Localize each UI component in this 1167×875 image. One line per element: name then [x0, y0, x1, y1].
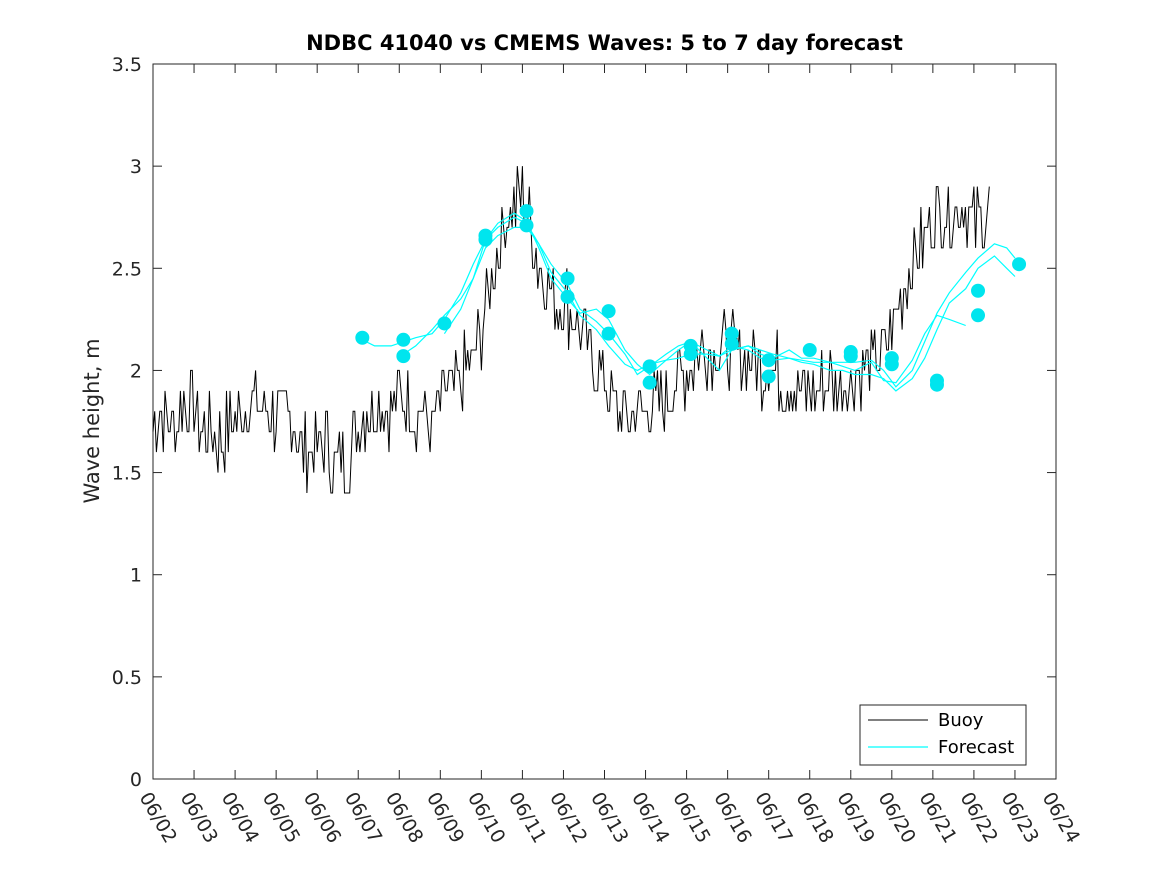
forecast-marker — [884, 351, 899, 366]
forecast-marker — [724, 326, 739, 341]
x-tick-label: 06/02 — [135, 789, 181, 847]
chart-title: NDBC 41040 vs CMEMS Waves: 5 to 7 day fo… — [306, 31, 903, 55]
x-tick-label: 06/18 — [791, 789, 837, 847]
forecast-marker — [843, 349, 858, 364]
y-tick-label: 1 — [130, 565, 142, 587]
axes-box — [152, 63, 1057, 780]
y-tick-label: 0 — [130, 769, 142, 791]
forecast-marker — [929, 373, 944, 388]
forecast-marker — [642, 375, 657, 390]
forecast-marker — [971, 283, 986, 298]
x-tick-label: 06/19 — [832, 789, 878, 847]
buoy-line — [152, 166, 990, 494]
y-tick-label: 2 — [130, 360, 142, 382]
forecast-marker — [437, 316, 452, 331]
x-tick-label: 06/05 — [258, 789, 304, 847]
x-tick-label: 06/10 — [463, 789, 509, 847]
forecast-marker — [478, 228, 493, 243]
forecast-marker — [761, 353, 776, 368]
x-tick-label: 06/03 — [176, 789, 222, 847]
forecast-marker — [601, 326, 616, 341]
x-tick-label: 06/14 — [627, 789, 673, 847]
forecast-marker — [642, 359, 657, 374]
x-tick-label: 06/22 — [956, 789, 1002, 847]
x-tick-label: 06/17 — [750, 789, 796, 847]
forecast-marker — [519, 218, 534, 233]
x-tick-label: 06/15 — [668, 789, 714, 847]
x-tick-label: 06/06 — [299, 789, 345, 847]
forecast-marker — [971, 308, 986, 323]
x-tick-label: 06/04 — [217, 789, 263, 847]
y-tick-label: 2.5 — [112, 258, 142, 280]
x-tick-label: 06/12 — [545, 789, 591, 847]
forecast-marker — [761, 369, 776, 384]
forecast-marker — [560, 271, 575, 286]
forecast-marker — [683, 347, 698, 362]
forecast-marker — [560, 289, 575, 304]
forecast-marker — [601, 304, 616, 319]
x-tick-label: 06/21 — [915, 789, 961, 847]
forecast-marker — [519, 204, 534, 219]
legend-forecast-label: Forecast — [938, 737, 1014, 758]
legend-buoy-label: Buoy — [938, 710, 984, 731]
y-tick-label: 1.5 — [112, 463, 142, 485]
legend-box — [859, 704, 1027, 766]
forecast-marker — [1012, 257, 1027, 272]
x-tick-label: 06/07 — [340, 789, 386, 847]
y-tick-label: 3 — [130, 156, 142, 178]
y-tick-label: 3.5 — [112, 54, 142, 76]
x-tick-label: 06/09 — [422, 789, 468, 847]
x-tick-label: 06/16 — [709, 789, 755, 847]
x-tick-label: 06/23 — [997, 789, 1043, 847]
forecast-marker — [355, 330, 370, 345]
y-tick-label: 0.5 — [112, 667, 142, 689]
forecast-marker — [396, 349, 411, 364]
x-tick-label: 06/24 — [1038, 789, 1084, 847]
x-tick-label: 06/20 — [873, 789, 919, 847]
x-tick-label: 06/11 — [504, 789, 550, 847]
x-tick-label: 06/13 — [586, 789, 632, 847]
plot-layer: 00.511.522.533.506/0206/0306/0406/0506/0… — [112, 54, 1084, 847]
forecast-marker — [396, 332, 411, 347]
legend: Buoy Forecast — [859, 704, 1027, 766]
forecast-marker — [802, 343, 817, 357]
x-tick-label: 06/08 — [381, 789, 427, 847]
